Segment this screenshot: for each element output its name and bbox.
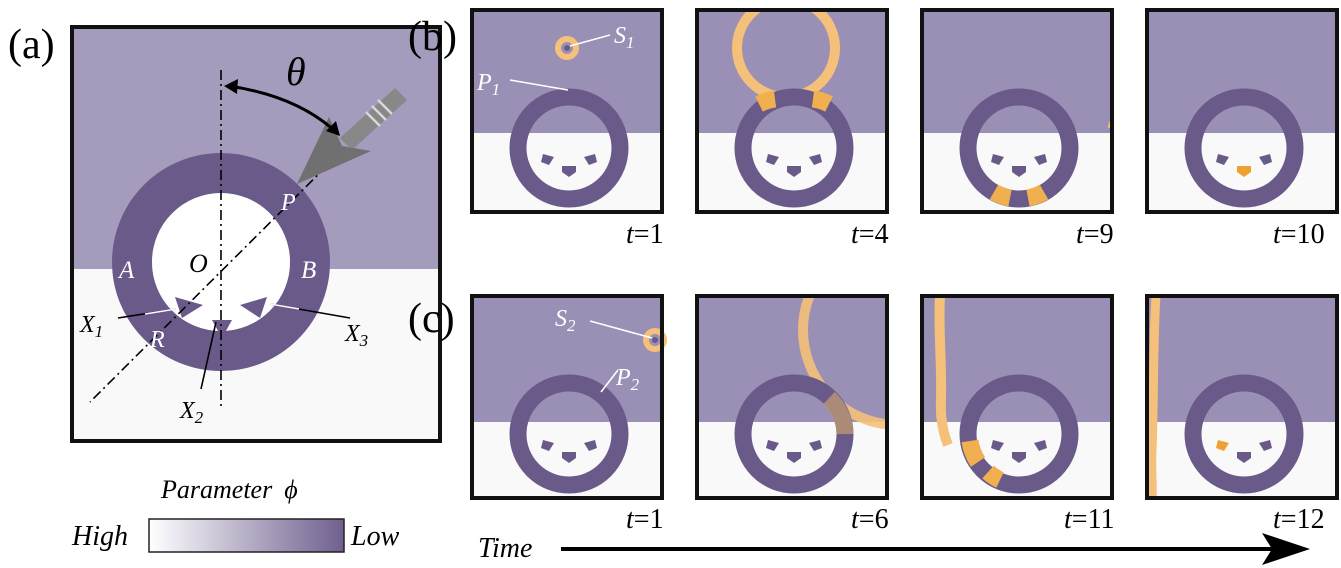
frame-b4: t=10 [1145,8,1339,250]
panel-a-border [70,25,442,443]
frame-b1: S1 P1 t=1 [470,8,664,250]
frame-c3: t=11 [920,294,1115,535]
time-label-b3: t=9 [1076,219,1114,250]
time-label-b2: t=4 [851,219,889,250]
incidence-axis-line [89,94,399,403]
time-axis: Time [478,533,1310,565]
panel-a-letter: (a) [8,22,55,68]
time-label-c1: t=1 [626,504,664,535]
time-label-c3: t=11 [1064,504,1115,535]
markers-c2 [766,440,822,463]
legend-low-label: Low [350,521,400,552]
frame-c2: t=6 [695,294,889,535]
legend: Parameter ϕ High Low [71,475,400,553]
x1-label: X1 [79,312,103,341]
ring-c4 [1184,374,1304,494]
x3-label: X3 [344,321,368,350]
panel-a: (a) θ P O A B R [8,22,442,443]
point-P-label: P [280,190,296,216]
center-O-label: O [189,249,208,278]
theta-arc [228,84,338,134]
markers-b1 [541,154,597,177]
time-label-c4: t=12 [1273,504,1325,535]
frame-c1: S2 P2 t=1 [470,294,667,535]
theta-arrow-left [224,79,238,94]
time-label-c2: t=6 [851,504,889,535]
ring-b1 [509,88,629,208]
legend-high-label: High [71,521,128,552]
x1-leader-white [144,308,177,315]
markers-c4 [1237,440,1272,463]
panel-c-letter: (c) [408,296,455,342]
markers-b3 [991,154,1047,177]
ring-c1 [509,374,629,494]
x3-marker [240,297,267,318]
ring-b2 [734,88,854,208]
x3-leader-white [269,303,300,310]
ring-b3 [959,88,1079,208]
time-label-b4: t=10 [1273,219,1325,250]
radius-R-label: R [149,327,165,353]
path-P1-label: P1 [476,70,500,99]
path-P2-leader [600,369,619,393]
path-P1-leader [509,79,569,91]
source-S1-label: S1 [614,23,635,52]
frame-c4: t=12 [1145,294,1339,535]
panel-c: (c) S2 P2 t=1 [408,294,1339,535]
source-S1-leader [569,34,611,47]
legend-title: Parameter ϕ [160,475,298,504]
x1-marker [175,297,203,318]
target-spot-c4 [1216,440,1229,451]
markers-c1 [541,440,597,463]
markers-c3 [991,440,1047,463]
panel-b-letter: (b) [408,14,457,60]
markers-b4 [1216,154,1272,165]
panel-b: (b) S1 P1 t=1 [408,8,1339,250]
markers-b2 [766,154,822,177]
wavefront-c3 [934,296,953,447]
ring-hole [152,193,290,331]
x2-leader [200,321,217,390]
time-axis-arrowhead [1262,533,1310,565]
ring-c3 [959,374,1079,494]
x2-label: X2 [179,398,204,427]
frame-b3: t=9 [920,8,1114,250]
wavefront-c2 [798,296,887,430]
incident-wave-arrow [297,88,407,184]
theta-arrow-right [326,121,340,136]
ring-b4 [1184,88,1304,208]
source-S2-leader [589,320,653,339]
path-P2-label: P2 [615,365,640,394]
frame-b2: t=4 [695,8,889,250]
wavefront-c4 [1147,296,1161,498]
time-label-b1: t=1 [626,219,664,250]
time-axis-label: Time [478,533,532,564]
region-A-label: A [117,257,135,284]
region-B-label: B [301,257,316,284]
legend-gradient-bar [148,518,345,553]
angle-label: θ [286,49,306,94]
source-S1 [555,36,579,60]
source-S2-label: S2 [555,306,576,335]
target-spot-b4 [1237,166,1251,177]
x2-marker [212,320,232,338]
